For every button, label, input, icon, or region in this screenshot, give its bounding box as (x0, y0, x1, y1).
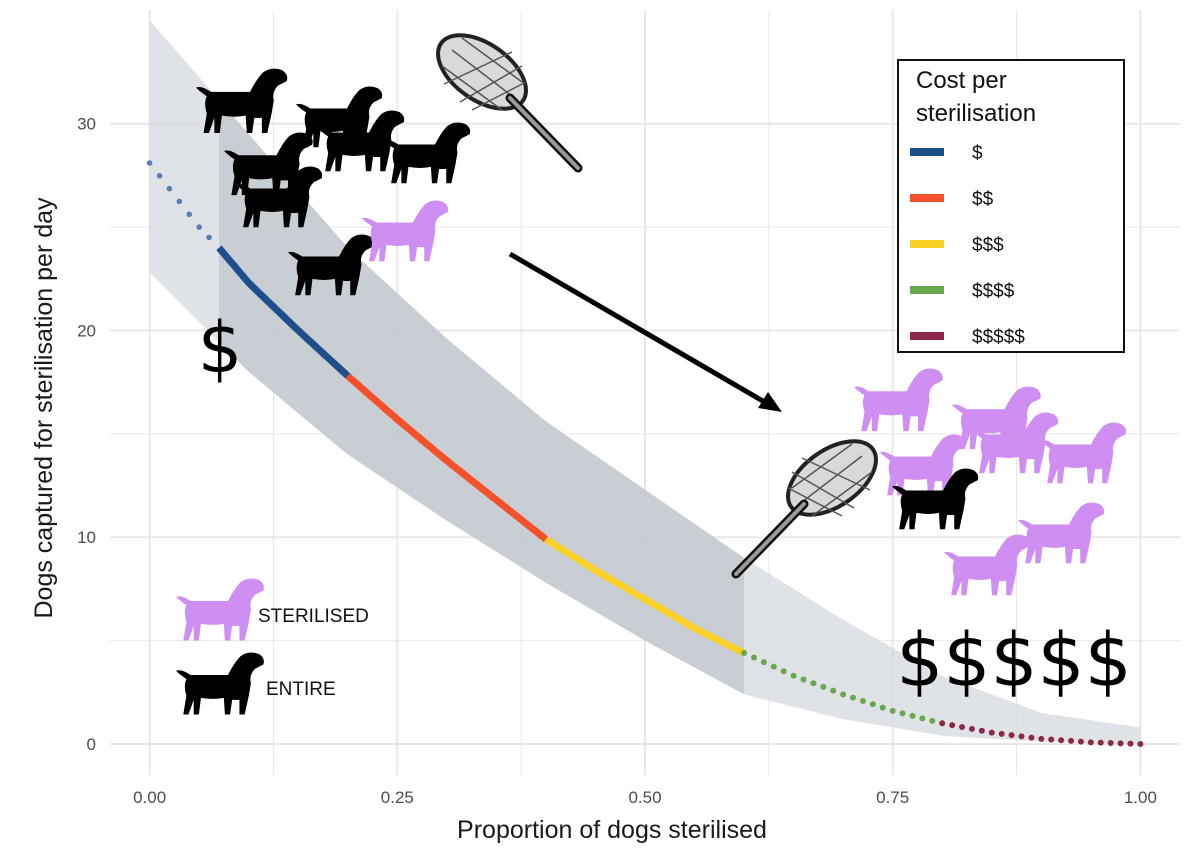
x-tick-label: 1.00 (1124, 788, 1157, 807)
legend-box (897, 59, 1125, 353)
curve-point (1038, 735, 1045, 742)
curve-point (978, 727, 985, 734)
legend-swatch (910, 286, 944, 294)
y-axis-ticks: 0 10 20 30 (77, 115, 96, 754)
y-tick-label: 10 (77, 528, 96, 547)
curve-point (988, 729, 995, 736)
dog-silhouette-icon (1018, 502, 1105, 564)
curve-point (879, 704, 886, 711)
curve-point (186, 211, 193, 218)
curve-point (750, 654, 757, 661)
legend-entries: $$$$$$$$$$$$$$$ (910, 143, 1025, 348)
curve-segment-3 (544, 536, 746, 657)
curve-segment-1 (216, 245, 351, 379)
x-tick-label: 0.25 (381, 788, 414, 807)
curve-point (790, 672, 797, 679)
curve-point (830, 687, 837, 694)
curve-point (770, 663, 777, 670)
curve-point (166, 185, 173, 192)
curve-segment-2 (345, 373, 549, 543)
dog-silhouette-icon (1040, 422, 1127, 484)
legend: Cost per sterilisation $$$$$$$$$$$$$$$ (897, 59, 1125, 353)
curve-point (206, 234, 212, 241)
arrow-icon (508, 251, 782, 412)
dog-silhouette-icon (854, 368, 943, 432)
curve-point (949, 722, 956, 729)
entire-key-icon (176, 652, 264, 715)
legend-swatch (910, 194, 944, 202)
legend-label: $$$ (972, 235, 1004, 256)
curve-point (939, 720, 946, 727)
confidence-band-highlight (219, 99, 745, 695)
key-entire-label: ENTIRE (266, 679, 336, 700)
cost-high-label: $$$$$ (896, 618, 1131, 704)
legend-title-line-1: Cost per (916, 67, 1007, 94)
cost-curve (146, 160, 1144, 747)
curve-point (810, 680, 817, 687)
y-axis-title: Dogs captured for sterilisation per day (30, 197, 58, 619)
sterilised-key-icon (176, 578, 264, 641)
curve-point (1018, 733, 1025, 740)
cost-low-label: $ (198, 307, 243, 389)
capture-net-icon (736, 426, 889, 574)
curve-point (1097, 739, 1104, 746)
curve-point (968, 725, 975, 732)
legend-label: $$ (972, 189, 994, 210)
curve-point (919, 715, 926, 722)
curve-point (909, 712, 916, 719)
x-tick-label: 0.75 (876, 788, 909, 807)
curve-point (1137, 740, 1144, 747)
curve-point (1077, 738, 1084, 745)
legend-swatch (910, 240, 944, 248)
legend-label: $$$$ (972, 281, 1015, 302)
key-sterilised-label: STERILISED (258, 606, 369, 627)
y-tick-label: 20 (77, 321, 96, 340)
curve-point (1028, 734, 1035, 741)
curve-point (820, 683, 827, 690)
sterilised-dogs-group (854, 368, 1127, 596)
legend-swatch (910, 148, 944, 156)
dog-silhouette-icon (362, 200, 449, 262)
curve-point (1008, 732, 1015, 739)
curve-point (998, 730, 1005, 737)
curve-point (899, 710, 906, 717)
dog-silhouette-icon (944, 534, 1031, 596)
legend-title-line-2: sterilisation (916, 100, 1036, 127)
curve-point (1058, 737, 1065, 744)
curve-point (800, 676, 807, 683)
x-axis-title: Proportion of dogs sterilised (457, 816, 767, 844)
curve-point (1048, 736, 1055, 743)
x-axis-ticks: 0.00 0.25 0.50 0.75 1.00 (133, 788, 1157, 807)
legend-swatch (910, 332, 944, 340)
curve-point (196, 224, 202, 230)
curve-point (859, 697, 866, 704)
curve-point (760, 659, 767, 666)
curve-point (889, 707, 896, 714)
x-tick-label: 0.00 (133, 788, 166, 807)
curve-point (1068, 737, 1075, 744)
y-tick-label: 0 (87, 735, 96, 754)
curve-point (929, 717, 936, 724)
y-tick-label: 30 (77, 115, 96, 134)
curve-point (869, 701, 876, 708)
x-tick-label: 0.50 (628, 788, 661, 807)
curve-point (1117, 740, 1124, 747)
curve-point (1127, 740, 1134, 747)
curve-point (840, 691, 847, 698)
curve-point (741, 650, 748, 657)
curve-point (850, 694, 857, 701)
curve-point (156, 173, 163, 179)
curve-point (959, 724, 966, 731)
curve-point (176, 198, 183, 205)
curve-point (1107, 739, 1114, 746)
legend-label: $ (972, 143, 983, 164)
legend-label: $$$$$ (972, 327, 1025, 348)
curve-point (1087, 739, 1094, 746)
curve-point (146, 160, 153, 166)
curve-point (780, 668, 787, 675)
